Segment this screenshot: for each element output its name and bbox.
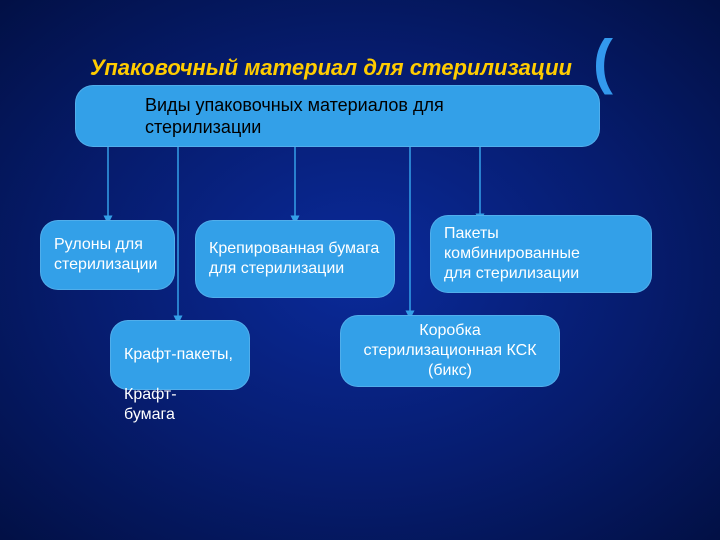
slide-root: Упаковочный материал для стерилизации ( … (0, 0, 720, 540)
node-kraft: Крафт-пакеты, (110, 320, 250, 390)
node-rolls: Рулоны для стерилизации (40, 220, 175, 290)
node-kraft-label-top: Крафт-пакеты, (124, 345, 236, 365)
node-crepe: Крепированная бумага для стерилизации (195, 220, 395, 298)
subtitle-text: Виды упаковочных материалов для стерилиз… (145, 94, 550, 139)
node-crepe-label: Крепированная бумага для стерилизации (209, 239, 381, 279)
subtitle-box: Виды упаковочных материалов для стерилиз… (75, 85, 600, 147)
node-kraft-label-bottom: Крафт-бумага (124, 385, 177, 425)
slide-title: Упаковочный материал для стерилизации (90, 55, 572, 81)
node-combo: Пакеты комбинированные для стерилизации (430, 215, 652, 293)
node-combo-label: Пакеты комбинированные для стерилизации (444, 224, 638, 284)
slide-title-paren: ( (593, 27, 613, 96)
node-ksk-label: Коробка стерилизационная КСК (бикс) (354, 321, 546, 381)
node-ksk: Коробка стерилизационная КСК (бикс) (340, 315, 560, 387)
node-rolls-label: Рулоны для стерилизации (54, 235, 161, 275)
